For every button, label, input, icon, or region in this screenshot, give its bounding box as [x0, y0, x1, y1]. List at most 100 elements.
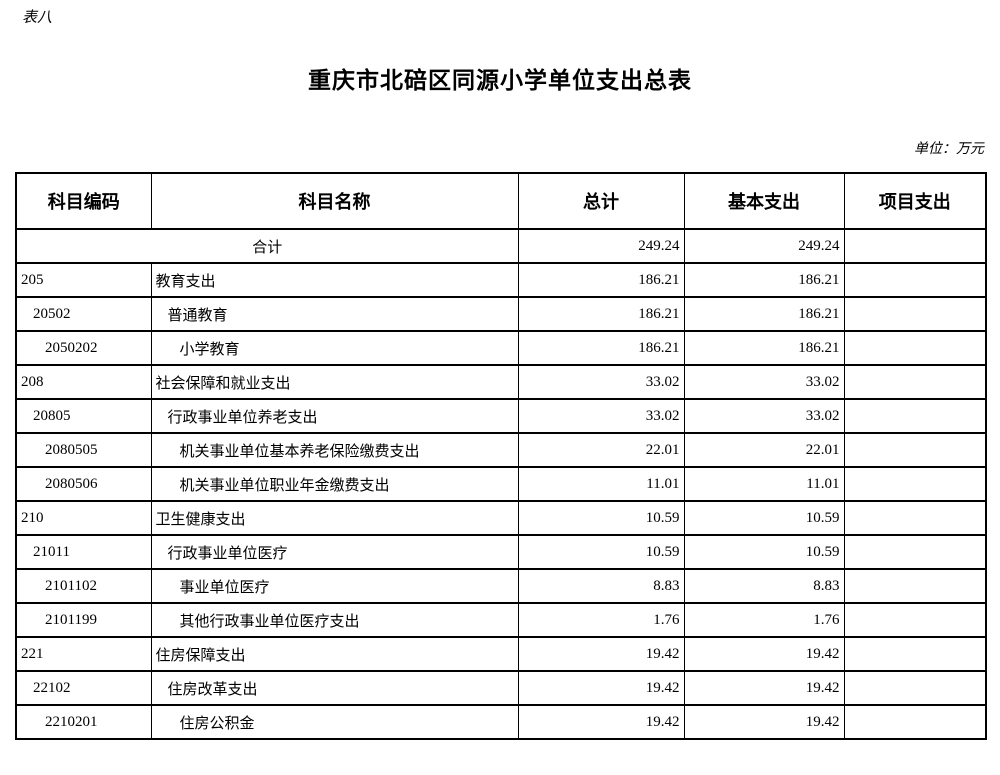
name-cell: 教育支出 [150, 262, 519, 298]
table-row: 2101199 其他行政事业单位医疗支出 1.76 1.76 [15, 602, 987, 638]
code-cell: 2050202 [15, 330, 152, 366]
total-cell: 22.01 [517, 432, 685, 468]
table-row: 205 教育支出 186.21 186.21 [15, 262, 987, 298]
code-cell: 22102 [15, 670, 152, 706]
page-title: 重庆市北碚区同源小学单位支出总表 [308, 67, 692, 93]
project-cell [843, 432, 987, 468]
total-cell: 19.42 [517, 670, 685, 706]
basic-cell: 19.42 [683, 636, 845, 672]
name-cell: 小学教育 [150, 330, 519, 366]
header-row: 科目编码 科目名称 总计 基本支出 项目支出 [15, 172, 987, 230]
code-cell: 2210201 [15, 704, 152, 740]
project-cell [843, 534, 987, 570]
code-cell: 2101199 [15, 602, 152, 638]
table-number-label: 表八 [22, 8, 53, 26]
col-header-subject-code: 科目编码 [15, 172, 152, 230]
grand-total-total-cell: 249.24 [517, 228, 685, 264]
code-cell: 205 [15, 262, 152, 298]
grand-total-label-cell: 合计 [15, 228, 519, 264]
table-row: 210 卫生健康支出 10.59 10.59 [15, 500, 987, 536]
project-cell [843, 602, 987, 638]
project-cell [843, 296, 987, 332]
col-header-total: 总计 [517, 172, 685, 230]
expenditure-table: 科目编码 科目名称 总计 基本支出 项目支出 合计 249.24 249.24 … [15, 172, 987, 740]
basic-cell: 19.42 [683, 704, 845, 740]
name-cell: 住房改革支出 [150, 670, 519, 706]
code-cell: 20805 [15, 398, 152, 434]
code-cell: 21011 [15, 534, 152, 570]
basic-cell: 10.59 [683, 500, 845, 536]
table-row: 2080506 机关事业单位职业年金缴费支出 11.01 11.01 [15, 466, 987, 502]
unit-note: 单位：万元 [914, 141, 984, 157]
project-cell [843, 398, 987, 434]
total-cell: 1.76 [517, 602, 685, 638]
table-row: 2210201 住房公积金 19.42 19.42 [15, 704, 987, 740]
code-cell: 2101102 [15, 568, 152, 604]
grand-total-project-cell [843, 228, 987, 264]
table-row: 2080505 机关事业单位基本养老保险缴费支出 22.01 22.01 [15, 432, 987, 468]
total-cell: 19.42 [517, 636, 685, 672]
name-cell: 其他行政事业单位医疗支出 [150, 602, 519, 638]
basic-cell: 19.42 [683, 670, 845, 706]
basic-cell: 33.02 [683, 364, 845, 400]
project-cell [843, 500, 987, 536]
name-cell: 行政事业单位医疗 [150, 534, 519, 570]
table-body: 合计 249.24 249.24 205 教育支出 186.21 186.21 … [15, 228, 987, 740]
project-cell [843, 704, 987, 740]
grand-total-basic-cell: 249.24 [683, 228, 845, 264]
name-cell: 卫生健康支出 [150, 500, 519, 536]
code-cell: 2080506 [15, 466, 152, 502]
table-row: 208 社会保障和就业支出 33.02 33.02 [15, 364, 987, 400]
total-cell: 19.42 [517, 704, 685, 740]
name-cell: 住房公积金 [150, 704, 519, 740]
name-cell: 普通教育 [150, 296, 519, 332]
table-row: 221 住房保障支出 19.42 19.42 [15, 636, 987, 672]
table-row: 2101102 事业单位医疗 8.83 8.83 [15, 568, 987, 604]
grand-total-row: 合计 249.24 249.24 [15, 228, 987, 264]
name-cell: 行政事业单位养老支出 [150, 398, 519, 434]
table-row: 2050202 小学教育 186.21 186.21 [15, 330, 987, 366]
code-cell: 20502 [15, 296, 152, 332]
basic-cell: 8.83 [683, 568, 845, 604]
name-cell: 社会保障和就业支出 [150, 364, 519, 400]
project-cell [843, 568, 987, 604]
basic-cell: 1.76 [683, 602, 845, 638]
col-header-basic: 基本支出 [683, 172, 845, 230]
total-cell: 10.59 [517, 500, 685, 536]
name-cell: 机关事业单位基本养老保险缴费支出 [150, 432, 519, 468]
code-cell: 208 [15, 364, 152, 400]
name-cell: 机关事业单位职业年金缴费支出 [150, 466, 519, 502]
name-cell: 事业单位医疗 [150, 568, 519, 604]
table-row: 22102 住房改革支出 19.42 19.42 [15, 670, 987, 706]
total-cell: 11.01 [517, 466, 685, 502]
project-cell [843, 364, 987, 400]
basic-cell: 186.21 [683, 330, 845, 366]
basic-cell: 11.01 [683, 466, 845, 502]
table-row: 20805 行政事业单位养老支出 33.02 33.02 [15, 398, 987, 434]
total-cell: 33.02 [517, 398, 685, 434]
basic-cell: 22.01 [683, 432, 845, 468]
project-cell [843, 636, 987, 672]
table-row: 21011 行政事业单位医疗 10.59 10.59 [15, 534, 987, 570]
project-cell [843, 466, 987, 502]
total-cell: 186.21 [517, 330, 685, 366]
col-header-project: 项目支出 [843, 172, 987, 230]
total-cell: 33.02 [517, 364, 685, 400]
project-cell [843, 262, 987, 298]
code-cell: 221 [15, 636, 152, 672]
total-cell: 10.59 [517, 534, 685, 570]
project-cell [843, 330, 987, 366]
basic-cell: 33.02 [683, 398, 845, 434]
table-row: 20502 普通教育 186.21 186.21 [15, 296, 987, 332]
code-cell: 2080505 [15, 432, 152, 468]
col-header-subject-name: 科目名称 [150, 172, 519, 230]
name-cell: 住房保障支出 [150, 636, 519, 672]
basic-cell: 186.21 [683, 262, 845, 298]
total-cell: 186.21 [517, 262, 685, 298]
total-cell: 186.21 [517, 296, 685, 332]
project-cell [843, 670, 987, 706]
basic-cell: 186.21 [683, 296, 845, 332]
basic-cell: 10.59 [683, 534, 845, 570]
total-cell: 8.83 [517, 568, 685, 604]
